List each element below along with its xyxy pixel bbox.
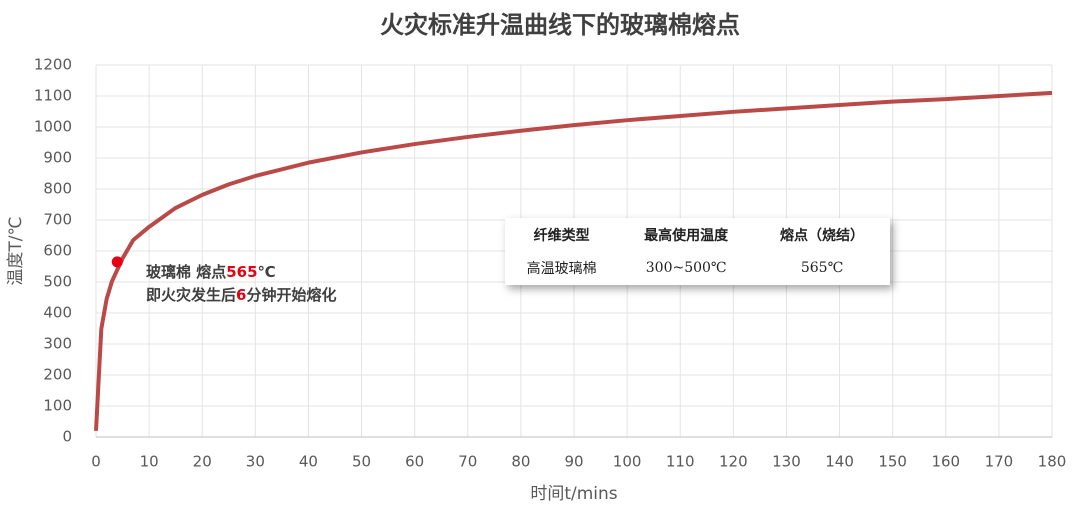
melting-point xyxy=(111,256,123,268)
annotation-part: 6 xyxy=(236,286,246,304)
y-tick-label: 900 xyxy=(43,149,72,167)
x-tick-label: 160 xyxy=(931,453,960,471)
y-tick-label: 700 xyxy=(43,211,72,229)
x-tick-label: 180 xyxy=(1038,453,1067,471)
y-tick-label: 1000 xyxy=(34,118,72,136)
annotation-part: 565 xyxy=(226,263,257,281)
y-tick-label: 0 xyxy=(62,428,72,446)
y-tick-label: 800 xyxy=(43,180,72,198)
table-cell: 565℃ xyxy=(800,260,844,277)
x-tick-label: 140 xyxy=(825,453,854,471)
y-tick-label: 1200 xyxy=(34,56,72,74)
y-tick-label: 200 xyxy=(43,366,72,384)
x-tick-label: 90 xyxy=(564,453,583,471)
y-axis-label: 温度T/℃ xyxy=(6,216,26,285)
x-tick-label: 20 xyxy=(193,453,212,471)
annotation-part: 分钟开始熔化 xyxy=(246,286,336,304)
table-header: 纤维类型 最高使用温度 熔点（烧结） xyxy=(505,218,890,252)
table: 纤维类型 最高使用温度 熔点（烧结） 高温玻璃棉 300~500℃ 565℃ xyxy=(505,218,890,285)
table-cell: 高温玻璃棉 xyxy=(526,261,597,278)
annotation: 玻璃棉 熔点565℃ 即火灾发生后6分钟开始熔化 xyxy=(146,263,336,304)
y-tick-label: 1100 xyxy=(34,87,72,105)
x-tick-label: 110 xyxy=(666,453,695,471)
x-axis-label: 时间t/mins xyxy=(530,484,617,504)
y-tick-label: 300 xyxy=(43,335,72,353)
x-tick-label: 0 xyxy=(91,453,101,471)
annotation-part: 即火灾发生后 xyxy=(146,286,236,304)
x-tick-label: 10 xyxy=(140,453,159,471)
x-tick-label: 100 xyxy=(613,453,642,471)
annotation-part: ℃ xyxy=(258,263,276,281)
x-tick-label: 60 xyxy=(405,453,424,471)
y-tick-label: 100 xyxy=(43,397,72,415)
y-tick-label: 400 xyxy=(43,304,72,322)
x-tick-label: 30 xyxy=(246,453,265,471)
header-cell: 熔点（烧结） xyxy=(780,227,865,244)
x-tick-label: 50 xyxy=(352,453,371,471)
x-tick-label: 130 xyxy=(772,453,801,471)
x-tick-label: 120 xyxy=(719,453,748,471)
x-tick-label: 150 xyxy=(878,453,907,471)
header-cell: 纤维类型 xyxy=(533,227,590,244)
table-cell: 300~500℃ xyxy=(645,260,727,277)
header-cell: 最高使用温度 xyxy=(644,227,729,244)
annotation-part: 玻璃棉 熔点 xyxy=(146,263,226,281)
x-tick-label: 80 xyxy=(511,453,530,471)
y-tick-label: 600 xyxy=(43,242,72,260)
x-tick-label: 170 xyxy=(985,453,1014,471)
x-tick-label: 40 xyxy=(299,453,318,471)
y-tick-label: 500 xyxy=(43,273,72,291)
table-row: 高温玻璃棉 300~500℃ 565℃ xyxy=(505,252,890,286)
x-tick-label: 70 xyxy=(458,453,477,471)
chart-title: 火灾标准升温曲线下的玻璃棉熔点 xyxy=(380,11,740,39)
info-table: 纤维类型 最高使用温度 熔点（烧结） 高温玻璃棉 300~500℃ 565℃ xyxy=(505,218,890,285)
